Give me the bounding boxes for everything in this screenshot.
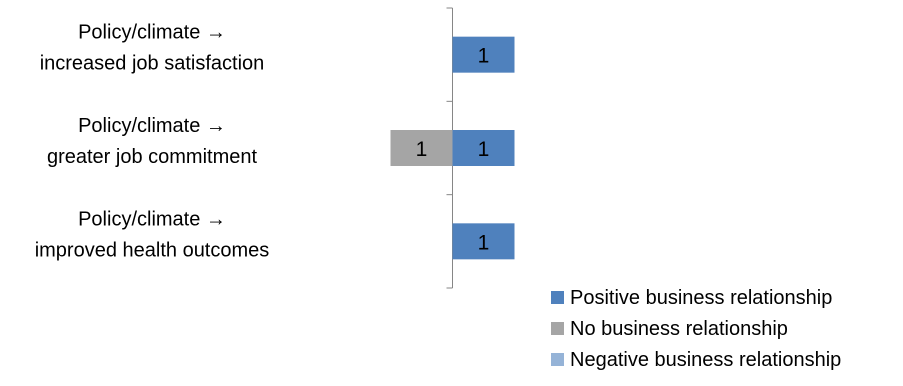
- data-label: 1: [416, 138, 428, 161]
- legend-swatch-none: [551, 322, 564, 335]
- bar-positive: [452, 223, 515, 260]
- bar-positive: [452, 130, 515, 166]
- data-label: 1: [478, 45, 490, 68]
- legend-item-negative: Negative business relationship: [551, 347, 901, 378]
- legend-swatch-positive: [551, 291, 564, 304]
- category-label: Policy/climate →: [78, 208, 226, 230]
- bar-none: [390, 130, 453, 166]
- data-label: 1: [478, 138, 490, 161]
- legend-label-positive: Positive business relationship: [570, 287, 833, 309]
- category-label: increased job satisfaction: [40, 53, 265, 75]
- data-label: 1: [478, 231, 490, 254]
- legend-item-positive: Positive business relationship: [551, 285, 901, 316]
- category-label: Policy/climate →: [78, 115, 226, 137]
- category-label: Policy/climate →: [78, 22, 226, 44]
- legend-item-none: No business relationship: [551, 316, 901, 347]
- category-label: improved health outcomes: [35, 239, 270, 261]
- legend-label-negative: Negative business relationship: [570, 349, 842, 371]
- bar-positive: [452, 36, 515, 73]
- chart-legend: Positive business relationship No busine…: [551, 285, 901, 378]
- legend-swatch-negative: [551, 353, 564, 366]
- category-label: greater job commitment: [47, 146, 258, 168]
- legend-label-none: No business relationship: [570, 318, 788, 340]
